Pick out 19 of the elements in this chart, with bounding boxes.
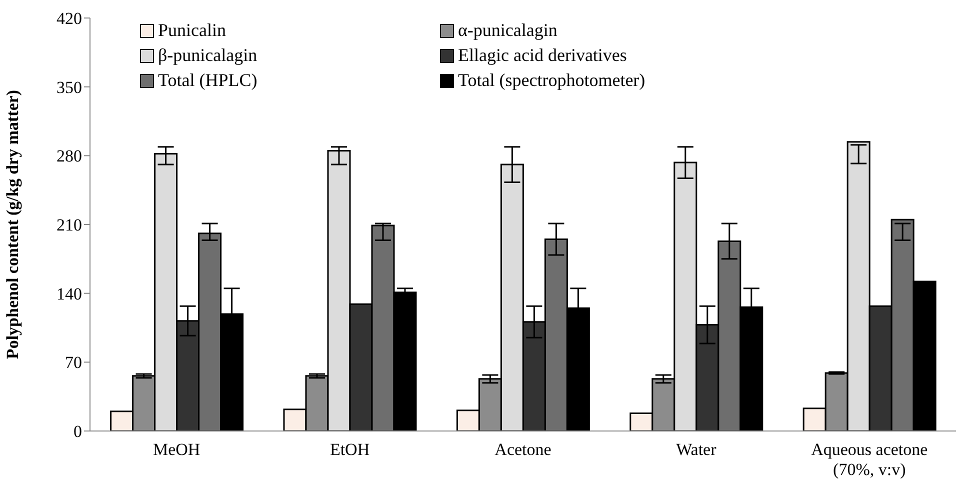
x-tick-label: Water bbox=[676, 440, 717, 459]
y-tick-label: 280 bbox=[56, 146, 82, 166]
legend-label: Total (spectrophotometer) bbox=[458, 70, 646, 91]
y-tick-label: 140 bbox=[56, 284, 82, 304]
y-tick-label: 350 bbox=[56, 78, 82, 97]
y-tick-label: 420 bbox=[56, 9, 82, 28]
y-tick-label: 0 bbox=[74, 422, 82, 442]
legend-label: β-punicalagin bbox=[158, 45, 258, 66]
y-tick-label: 210 bbox=[56, 216, 82, 235]
legend-label: Punicalin bbox=[158, 20, 226, 41]
legend-label: Total (HPLC) bbox=[158, 70, 258, 91]
y-tick-label: 70 bbox=[65, 353, 82, 372]
legend-label: α-punicalagin bbox=[458, 20, 558, 41]
y-axis-title: Polyphenol content (g/kg dry matter) bbox=[3, 90, 22, 360]
x-tick-label: Aqueous acetone (70%, v:v) bbox=[811, 440, 928, 479]
x-tick-label: MeOH bbox=[152, 440, 200, 459]
x-tick-label: Acetone bbox=[494, 440, 552, 459]
legend-label: Ellagic acid derivatives bbox=[458, 45, 627, 66]
x-tick-label: EtOH bbox=[330, 440, 370, 459]
